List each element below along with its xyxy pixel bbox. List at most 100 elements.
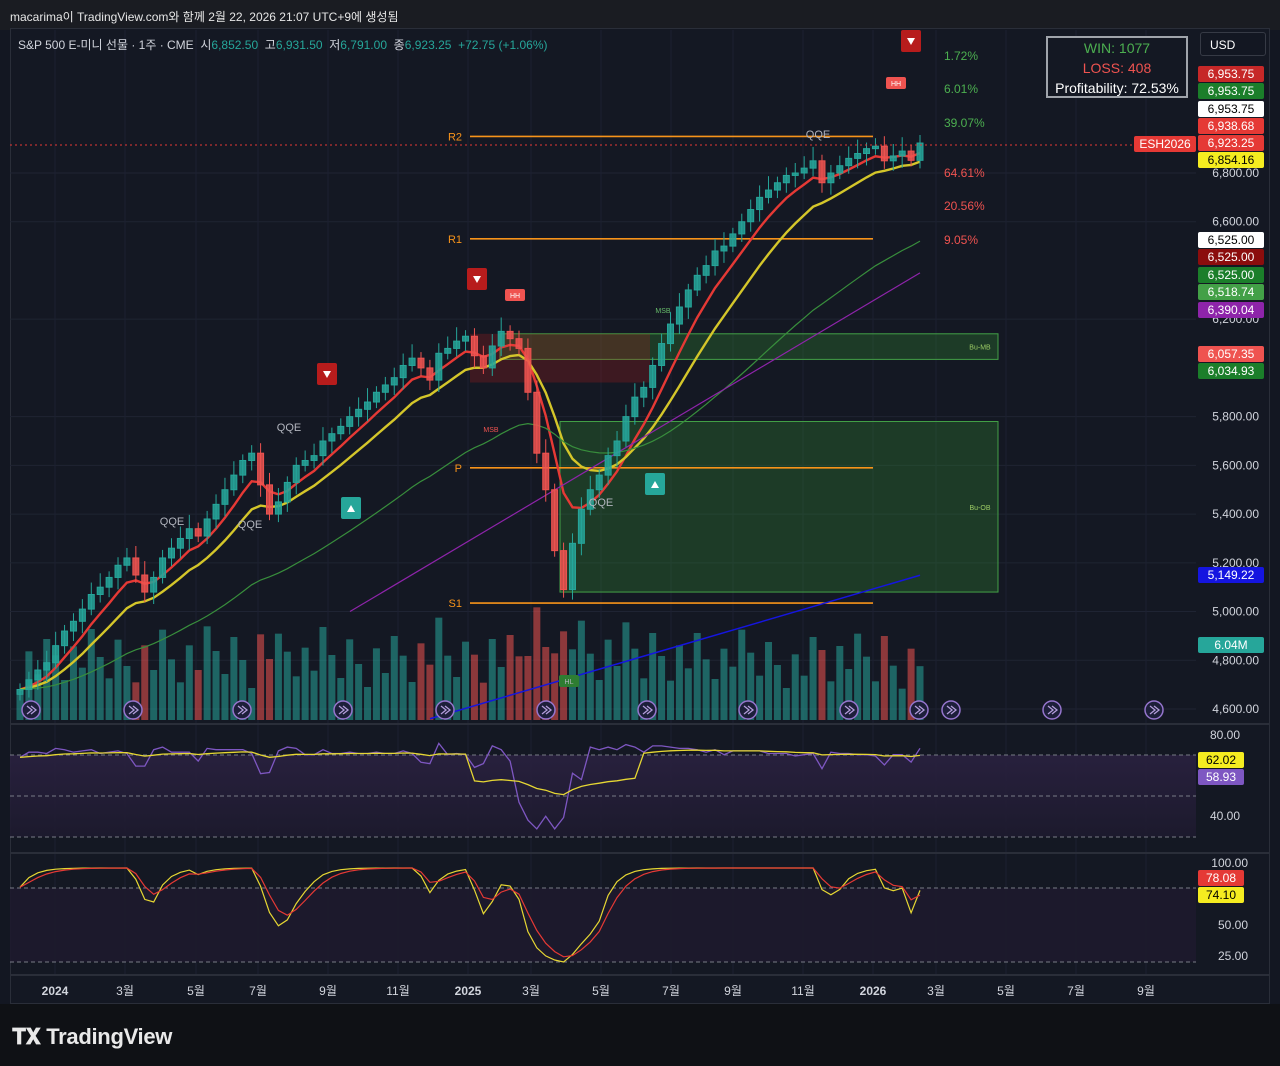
candle-body	[854, 153, 862, 159]
volume-bar	[185, 645, 193, 720]
pivot-badge	[559, 675, 579, 687]
volume-bar	[479, 682, 487, 720]
candle-body	[684, 289, 692, 308]
candle-body	[515, 338, 523, 349]
volume-bar	[150, 670, 158, 720]
chevron-icon	[1149, 705, 1161, 715]
supply-zone	[470, 333, 650, 383]
pivot-badge	[505, 289, 525, 301]
volume-bar	[845, 669, 853, 720]
currency-selector[interactable]: USD	[1200, 32, 1266, 56]
stoch-axis-label: 100.00	[1211, 856, 1248, 870]
candle-body	[16, 689, 24, 695]
win-loss-box: WIN: 1077 LOSS: 408 Profitability: 72.53…	[1046, 36, 1188, 98]
volume-bar	[551, 653, 559, 720]
price-tag	[1198, 567, 1264, 583]
chevron-icon	[237, 705, 249, 715]
candle-body	[479, 355, 487, 369]
annotation-qqe: QQE	[238, 519, 262, 531]
volume-bar	[649, 633, 657, 720]
rsi-tag-label: 58.93	[1206, 770, 1236, 784]
tradingview-logo[interactable]: 𝐓𝐗 TradingView	[12, 1024, 172, 1050]
volume-bar	[836, 646, 844, 720]
chevron-icon	[1047, 705, 1059, 715]
candle-body	[827, 172, 835, 184]
price-axis-label: 5,400.00	[1212, 507, 1259, 521]
volume-bar	[729, 666, 737, 720]
volume-bar	[346, 639, 354, 720]
candle-body	[649, 364, 657, 388]
volume-bar	[426, 664, 434, 720]
candle-body	[898, 150, 906, 157]
candle-body	[756, 196, 764, 211]
candle-body	[25, 679, 33, 691]
candle-body	[435, 352, 443, 381]
candle-body	[577, 508, 585, 544]
candle-body	[96, 586, 104, 595]
price-tag	[1198, 267, 1264, 283]
volume-bar	[800, 675, 808, 720]
candle-body	[212, 503, 220, 520]
price-tag-label: 6,923.25	[1208, 136, 1255, 150]
annotation-msb: MSB	[655, 308, 671, 315]
candle-body	[488, 345, 496, 369]
volume-bar	[640, 678, 648, 720]
candle-body	[194, 528, 202, 537]
volume-bar	[141, 645, 149, 720]
volume-bar	[328, 655, 336, 720]
high-value: 6,931.50	[275, 38, 323, 52]
loss-count: LOSS: 408	[1082, 60, 1152, 76]
price-tag	[1198, 363, 1264, 379]
volume-bar	[916, 666, 924, 720]
candle-body	[675, 306, 683, 325]
volume-bar	[453, 677, 461, 720]
annotation-msb: MSB	[483, 427, 499, 434]
annotation-qqe: QQE	[277, 422, 301, 434]
candle-body	[337, 425, 345, 435]
time-axis-label: 9월	[1137, 984, 1155, 998]
volume-bar	[78, 667, 86, 720]
close-label: 종	[393, 38, 405, 52]
candle-body	[61, 630, 69, 647]
volume-bar	[257, 634, 265, 720]
volume-bar	[462, 641, 470, 720]
percent-label: 39.07%	[944, 116, 985, 130]
price-tag	[1198, 249, 1264, 265]
volume-bar	[720, 648, 728, 720]
candle-body	[390, 377, 398, 386]
volume-bar	[266, 659, 274, 720]
footer-bar	[0, 1004, 1280, 1066]
candle-body	[524, 347, 532, 393]
stoch-tag	[1198, 870, 1244, 886]
rsi-tag	[1198, 752, 1244, 768]
time-axis-label: 3월	[116, 984, 134, 998]
volume-bar	[666, 680, 674, 720]
candle-body	[907, 150, 915, 161]
candle-body	[809, 160, 817, 169]
candle-body	[622, 416, 630, 442]
candle-body	[586, 489, 594, 510]
candle-body	[453, 340, 461, 349]
low-value: 6,791.00	[340, 38, 387, 52]
price-axis-label: 5,200.00	[1212, 556, 1259, 570]
chevron-icon	[946, 705, 958, 715]
volume-bar	[212, 651, 220, 720]
win-count: WIN: 1077	[1083, 40, 1151, 56]
rsi-line	[19, 742, 921, 830]
volume-bar	[444, 655, 452, 720]
candle-body	[150, 576, 158, 593]
volume-bar	[871, 681, 879, 720]
candle-body	[346, 416, 354, 427]
volume-bar	[809, 637, 817, 720]
candle-body	[266, 484, 274, 515]
volume-bar	[782, 688, 790, 720]
time-axis-label: 3월	[927, 984, 945, 998]
price-axis-label: 5,800.00	[1212, 410, 1259, 424]
volume-bar	[515, 656, 523, 720]
chart-container[interactable]	[10, 28, 1270, 1004]
volume-bar	[159, 629, 167, 720]
sell-arrow-icon	[473, 276, 481, 283]
price-tag-label: 6,938.68	[1208, 119, 1255, 133]
candle-body	[159, 557, 167, 578]
